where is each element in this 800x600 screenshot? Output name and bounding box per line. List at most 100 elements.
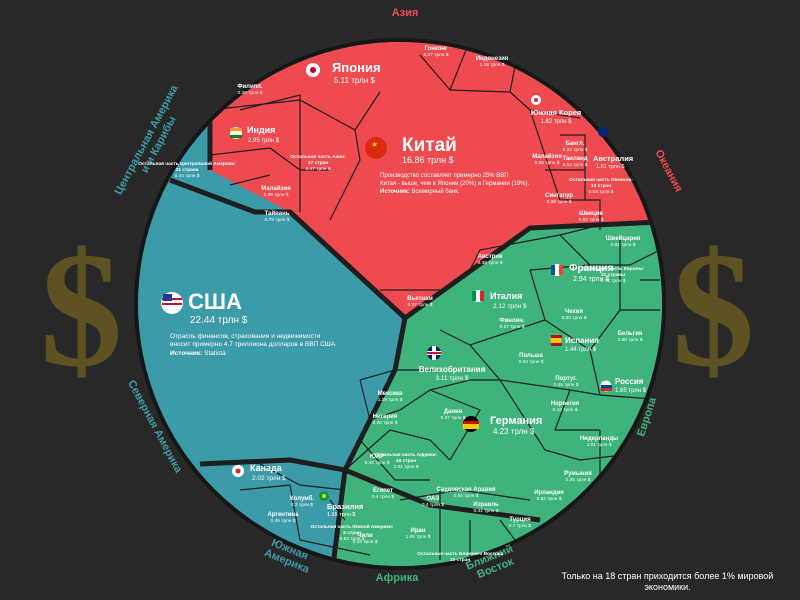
minor-country-value: 0.43 трлн $ <box>553 407 578 413</box>
country-cell-uk: Великобритания 3.11 трлн $ <box>419 346 486 382</box>
country-cell-india: Индия 2.95 трлн $ <box>230 125 280 144</box>
country-name: Италия <box>490 291 522 301</box>
region-label: Азия <box>392 7 419 19</box>
minor-country-value: 0.32 трлн $ <box>563 147 588 153</box>
source-text: Всемирный банк. <box>412 188 460 195</box>
minor-country-name: Аргентина <box>267 512 299 518</box>
minor-country-value: 0.84 трлн $ <box>454 493 479 499</box>
minor-country-count: 13 стран <box>591 183 611 189</box>
minor-country-value: 0.37 трлн $ <box>424 52 449 58</box>
country-cell-australia: Австралия 1.61 трлн $ <box>593 127 633 170</box>
country-cell-canada: Канада 2.02 трлн $ <box>232 463 286 482</box>
minor-country-name: ОАЭ <box>427 496 441 502</box>
minor-country-value: 0.04 трлн $ <box>589 189 614 195</box>
country-cell-south-korea: Южная Корея 1.82 трлн $ <box>531 95 581 125</box>
minor-country-name: Малайзия <box>532 153 562 160</box>
minor-country-count: 6 стран <box>343 530 361 536</box>
source-label: Источник: <box>170 350 202 357</box>
country-cell-france: Франция 2.94 трлн $ <box>551 263 614 283</box>
minor-country-value: 0.62 трлн $ <box>579 217 604 223</box>
minor-country-count: 49 стран <box>396 458 416 464</box>
country-name: Австралия <box>593 154 633 163</box>
minor-country-name: Сингапур <box>545 193 573 199</box>
country-name: Индия <box>247 125 275 135</box>
minor-country-value: 0.42 трлн $ <box>365 460 390 466</box>
dollar-icon: $ <box>672 218 755 401</box>
minor-country-name: Тайвань <box>265 210 290 217</box>
country-name: Китай <box>402 135 457 156</box>
country-name: Япония <box>332 60 381 75</box>
minor-country-value: 0.46 трлн $ <box>271 518 296 524</box>
minor-country-value: 0.3 трлн $ <box>291 502 313 508</box>
country-value: 2.95 трлн $ <box>248 138 280 144</box>
country-cell-usa: США 22.44 трлн $ Отрасль финансов, страх… <box>161 289 337 357</box>
minor-country-value: 0.41 трлн $ <box>474 508 499 514</box>
minor-country-name: Остальная часть Африки: <box>375 451 438 458</box>
country-value: 1.65 трлн $ <box>327 512 355 518</box>
minor-country-name: Вьетнам <box>407 296 433 302</box>
country-value: 3.11 трлн $ <box>435 375 469 382</box>
country-value: 1.44 трлн $ <box>565 347 597 353</box>
minor-country-value: 0.48 трлн $ <box>478 260 503 266</box>
minor-country-name: Остальная часть Ближнего Востока <box>417 551 503 557</box>
minor-country-value: 1.01 трлн $ <box>587 442 612 448</box>
minor-country-value: 0.37 трлн $ <box>408 302 433 308</box>
minor-country-value: 0.39 трлн $ <box>264 192 289 198</box>
minor-country-value: 0.71 трлн $ <box>601 278 626 284</box>
country-value: 5.11 трлн $ <box>334 76 375 85</box>
region-label: Африка <box>376 572 420 584</box>
minor-country-value: 0.53 трлн $ <box>340 536 365 542</box>
minor-country-value: 0.47 трлн $ <box>306 166 331 172</box>
flag-icon <box>365 137 387 159</box>
country-name: Канада <box>250 463 283 473</box>
country-name: Германия <box>490 415 542 427</box>
minor-country-name: Египет <box>373 488 393 494</box>
minor-country-name: Нидерланды <box>580 436 618 442</box>
country-note: Производство составляет примерно 25% ВВП <box>380 173 509 179</box>
minor-country-name: Бельгия <box>618 331 643 337</box>
minor-country-value: 1.08 трлн $ <box>406 534 431 540</box>
country-cell-china: ★ Китай 16.86 трлн $ Производство состав… <box>365 135 530 195</box>
minor-country-name: Гонконг <box>424 46 448 52</box>
minor-country-name: Ирландия <box>534 490 564 496</box>
minor-country-name: Остальная часть Южной Америки: <box>311 523 394 530</box>
country-name: Россия <box>615 377 644 386</box>
country-cell-germany: Германия 4.23 трлн $ <box>463 415 542 436</box>
minor-country-count: 10 стран <box>450 557 470 563</box>
svg-text:★: ★ <box>371 140 378 149</box>
minor-country-name: Остальная часть Океании: <box>569 177 633 183</box>
minor-country-value: 0.37 трлн $ <box>441 415 466 421</box>
country-value: 4.23 трлн $ <box>493 427 535 436</box>
minor-country-value: 0.26 трлн $ <box>562 315 587 321</box>
country-cell-spain: Испания 1.44 трлн $ <box>550 334 599 353</box>
minor-country-name: Индонезия <box>476 56 509 62</box>
minor-country-value: 0.58 трлн $ <box>618 337 643 343</box>
minor-country-name: Австрия <box>477 254 503 260</box>
minor-country-name: Чили <box>357 533 373 539</box>
minor-country-count: 32 страны <box>601 272 625 278</box>
country-cell-japan: Япония 5.11 трлн $ <box>306 60 381 85</box>
minor-country-value: 0.33 трлн $ <box>353 539 378 545</box>
minor-country-name: Саудовская Аравия <box>436 487 496 493</box>
source-label: Источник: <box>380 189 410 195</box>
minor-country-value: 0.81 трлн $ <box>611 242 636 248</box>
country-name: Бразилия <box>327 502 363 511</box>
minor-country-value: 0.27 трлн $ <box>500 324 525 330</box>
minor-country-name: Швейцария <box>606 235 641 242</box>
minor-country-value: 1.29 трлн $ <box>378 397 403 403</box>
minor-country-name: Малайзия <box>261 185 291 192</box>
flag-icon <box>598 127 608 137</box>
minor-country-name: Филипп. <box>237 84 263 90</box>
minor-country-name: Турция <box>509 517 531 523</box>
source-text: Statista <box>204 350 226 357</box>
dollar-icon: $ <box>40 218 123 401</box>
footnote: Только на 18 стран приходится более 1% м… <box>561 571 774 592</box>
country-value: 1.82 трлн $ <box>540 119 572 125</box>
country-note: Китая - выше, чем в Японии (20%) и Герма… <box>380 181 530 187</box>
minor-country-value: 0.25 трлн $ <box>566 477 591 483</box>
minor-country-name: ЮАР <box>370 454 384 460</box>
country-note: вносит примерно 4.7 триллиона долларов в… <box>170 341 337 348</box>
minor-country-name: Колумб. <box>290 495 314 502</box>
region-label: Океания <box>652 148 684 194</box>
